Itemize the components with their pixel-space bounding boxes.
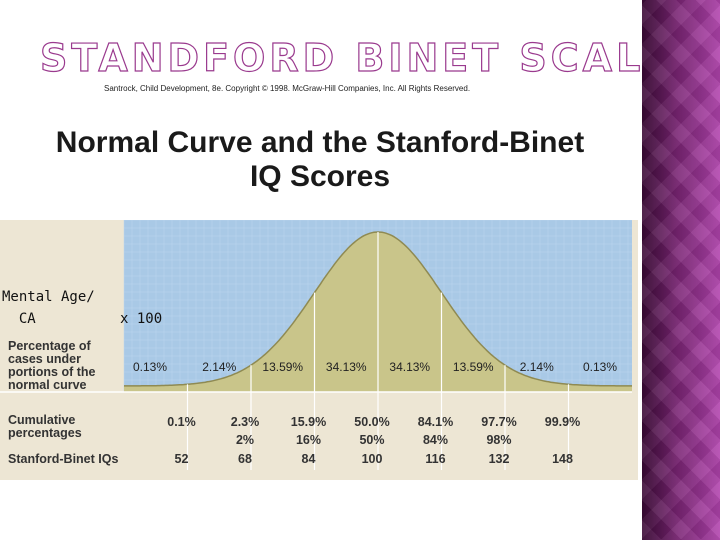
cumulative-rounded-value: 16% [296, 433, 321, 447]
percentage-row-label: cases under [8, 352, 81, 366]
iq-labels: 52 68 84 100 116 132 148 [175, 452, 573, 466]
cumulative-rounded-value: 50% [359, 433, 384, 447]
segment-label: 0.13% [583, 360, 617, 374]
segment-label: 2.14% [520, 360, 554, 374]
formula-line-2: CA x 100 [2, 311, 163, 327]
cumulative-rounded-value: 84% [423, 433, 448, 447]
figure-title-line-1: Normal Curve and the Stanford-Binet [55, 126, 585, 159]
cumulative-value: 97.7% [481, 415, 516, 429]
iq-row-label: Stanford-Binet IQs [8, 452, 118, 466]
sd-lines [0, 232, 632, 470]
segment-label: 2.14% [202, 360, 236, 374]
cumulative-value: 15.9% [291, 415, 326, 429]
formula-line-1: Mental Age/ [2, 289, 95, 305]
iq-formula: Mental Age/ CA x 100 [2, 286, 162, 330]
cumulative-labels: 0.1% 2.3% 2% 15.9% 16% 50.0% 50% 84.1% 84% 97.7% 9… [167, 415, 580, 447]
segment-label: 13.59% [262, 360, 303, 374]
iq-value: 132 [489, 452, 510, 466]
iq-value: 52 [175, 452, 189, 466]
figure-title-line-2: IQ Scores [249, 160, 391, 193]
cumulative-value: 99.9% [545, 415, 580, 429]
percentage-row-label: normal curve [8, 378, 87, 392]
figure-title: Normal Curve and the Stanford-Binet IQ S… [0, 126, 640, 194]
normal-curve-chart: 0.13% 2.14% 13.59% 34.13% 34.13% 13.59% 2.14% 0… [0, 219, 640, 480]
cumulative-value: 84.1% [418, 415, 453, 429]
cumulative-row-label: percentages [8, 426, 82, 440]
cumulative-value: 2.3% [231, 415, 260, 429]
segment-label: 0.13% [133, 360, 167, 374]
copyright-notice: Santrock, Child Development, 8e. Copyrig… [104, 84, 471, 93]
normal-curve-svg: 0.13% 2.14% 13.59% 34.13% 34.13% 13.59% 2.14% 0… [0, 219, 638, 480]
cumulative-value: 0.1% [167, 415, 196, 429]
decorative-sidebar [642, 0, 720, 540]
slide-title: STANDFORD BINET SCALES [39, 35, 706, 80]
segment-label: 13.59% [453, 360, 494, 374]
percentage-row-label: Percentage of [8, 339, 92, 353]
cumulative-row-label: Cumulative [8, 413, 75, 427]
iq-value: 116 [425, 452, 445, 466]
cumulative-rounded-value: 98% [486, 433, 511, 447]
iq-value: 148 [552, 452, 573, 466]
iq-value: 100 [362, 452, 383, 466]
iq-value: 84 [302, 452, 316, 466]
segment-label: 34.13% [326, 360, 367, 374]
segment-label: 34.13% [389, 360, 430, 374]
cumulative-value: 50.0% [354, 415, 389, 429]
percentage-row-label: portions of the [8, 365, 96, 379]
iq-value: 68 [238, 452, 252, 466]
cumulative-rounded-value: 2% [236, 433, 254, 447]
segment-labels: 0.13% 2.14% 13.59% 34.13% 34.13% 13.59% 2.14% 0… [133, 360, 617, 374]
